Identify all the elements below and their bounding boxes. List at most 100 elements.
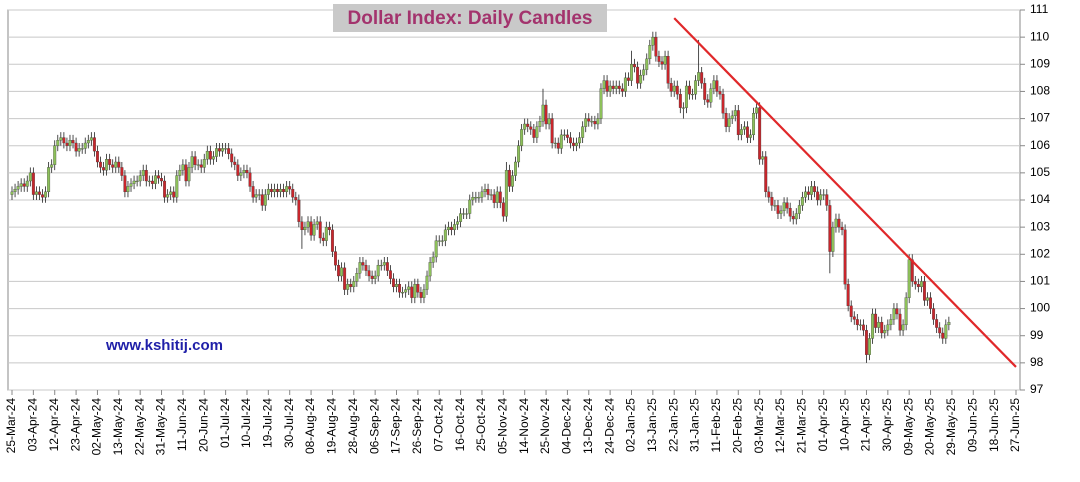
candle-body (694, 80, 698, 95)
candle-body (16, 186, 20, 190)
candle-body (681, 107, 685, 109)
candle-body (569, 137, 572, 144)
candle-body (309, 221, 313, 236)
y-tick-label: 110 (1030, 29, 1049, 43)
candle-body (95, 150, 99, 163)
candle-body (153, 175, 157, 184)
candle-body (926, 297, 929, 301)
candle-body (456, 221, 459, 225)
candle-body (288, 186, 292, 190)
candle-body (13, 188, 17, 193)
candle-body (639, 74, 643, 84)
candle-body (89, 137, 93, 141)
candle-body (327, 226, 331, 231)
candle-body (34, 191, 38, 195)
candle-body (19, 183, 23, 187)
candle-body (941, 332, 945, 339)
candle-body (504, 169, 508, 217)
candle-body (654, 36, 658, 57)
candle-body (700, 72, 704, 84)
x-tick-label: 21-Mar-25 (795, 398, 809, 454)
candle-body (196, 164, 200, 166)
x-tick-label: 24-Dec-24 (602, 398, 616, 454)
candle-body (773, 205, 777, 207)
candle-body (596, 118, 600, 125)
candle-body (892, 308, 896, 320)
candle-body (874, 313, 878, 328)
candle-body (440, 240, 444, 242)
annotation: www.kshitij.com (105, 337, 223, 354)
x-tick-label: 05-Nov-24 (495, 398, 509, 454)
x-tick-label: 19-Jul-24 (261, 398, 275, 448)
candle-body (205, 150, 209, 160)
candle-body (739, 129, 743, 136)
candle-body (755, 107, 759, 114)
candle-body (871, 313, 875, 339)
candle-body (578, 137, 582, 144)
candle-body (279, 188, 282, 193)
x-tick-label: 28-Aug-24 (346, 398, 360, 454)
candle-body (364, 264, 368, 271)
candle-body (248, 172, 252, 187)
candle-body (602, 80, 606, 89)
x-tick-label: 02-May-24 (90, 398, 104, 456)
candle-body (736, 110, 740, 136)
candle-body (282, 188, 286, 193)
candle-body (355, 273, 359, 282)
candle-body (300, 221, 304, 231)
candle-body (346, 283, 350, 290)
candle-body (889, 319, 893, 326)
candle-body (184, 164, 188, 182)
candle-body (257, 194, 261, 196)
candle-body (697, 72, 701, 81)
candle-body (846, 283, 850, 307)
candle-body (810, 186, 813, 195)
candle-body (489, 194, 493, 196)
candle-body (401, 292, 405, 294)
candle-body (407, 286, 411, 290)
candle-body (645, 58, 649, 70)
candle-body (501, 202, 505, 217)
candle-body (837, 218, 841, 228)
candle-body (53, 145, 57, 165)
candle-body (373, 275, 377, 279)
x-tick-label: 11-Feb-25 (709, 398, 723, 453)
candle-body (71, 140, 75, 144)
candle-body (175, 175, 179, 198)
candle-body (480, 191, 484, 198)
candle-body (431, 256, 435, 263)
candle-body (126, 186, 130, 193)
candle-body (254, 194, 258, 198)
candle-body (913, 281, 917, 285)
candle-body (507, 169, 511, 187)
x-tick-label: 01-Jul-24 (218, 398, 232, 448)
x-tick-label: 26-Sep-24 (410, 398, 424, 454)
y-tick-label: 97 (1030, 382, 1044, 396)
candle-body (266, 188, 270, 195)
candle-body (312, 224, 316, 236)
candle-body (782, 202, 786, 212)
candle-body (190, 156, 194, 168)
candle-body (343, 267, 347, 290)
candle-body (233, 161, 237, 165)
candle-body (56, 140, 60, 146)
candle-body (547, 118, 551, 125)
candle-body (636, 66, 640, 84)
candle-body (648, 45, 652, 60)
candle-body (819, 194, 823, 201)
candle-body (761, 156, 765, 160)
x-tick-label: 30-Apr-25 (880, 398, 894, 452)
candle-body (370, 275, 374, 279)
candle-body (108, 159, 112, 165)
candle-body (495, 191, 499, 203)
candle-body (379, 264, 383, 267)
candle-body (581, 126, 585, 138)
candle-body (800, 197, 804, 206)
candle-body (861, 324, 865, 331)
candle-body (105, 159, 109, 171)
candle-body (785, 202, 789, 209)
candle-body (840, 226, 844, 231)
y-tick-label: 101 (1030, 274, 1050, 288)
candle-body (181, 164, 185, 171)
candle-body (764, 156, 768, 193)
